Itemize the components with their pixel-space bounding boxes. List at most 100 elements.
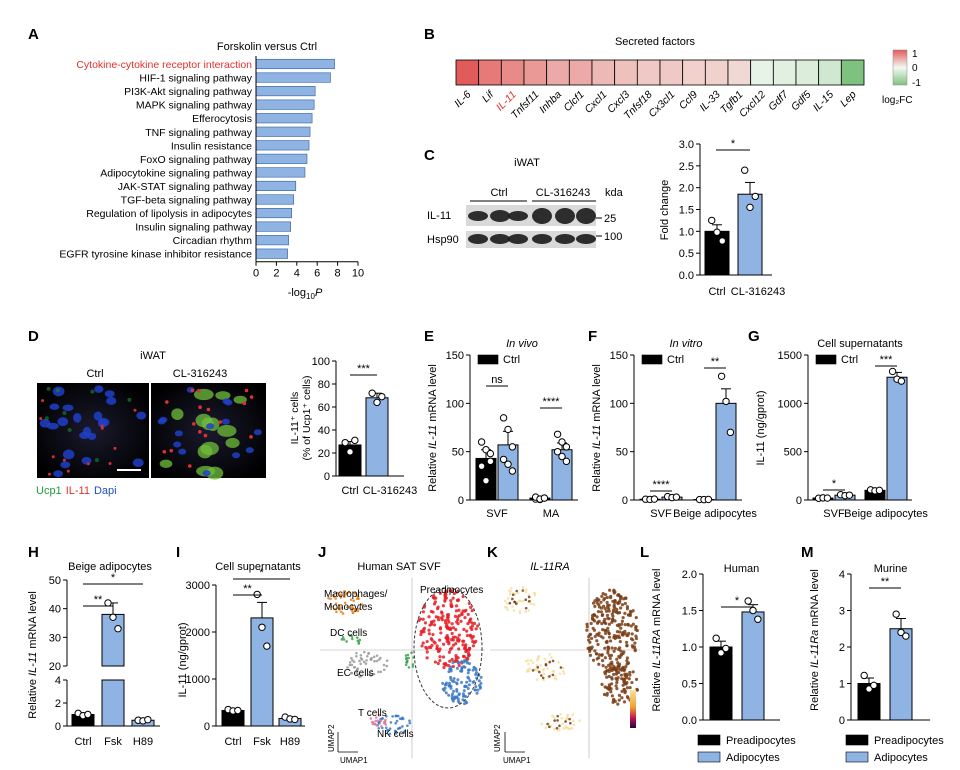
umap-dot-preadipocyte (453, 614, 458, 618)
y-axis-label: Relative IL-11 mRNA level (591, 364, 603, 492)
umap-dot-preadipocyte (429, 620, 434, 624)
expr-dot-high (625, 686, 629, 690)
legend-label-0: Ctrl (503, 354, 520, 366)
umap-dot-macrophage (356, 597, 360, 600)
bar-ctrl-1-point (540, 494, 549, 502)
umap-dot-preadipocyte (461, 643, 465, 647)
expr-dot-low (505, 601, 509, 605)
expr-dot-low (506, 608, 509, 611)
dapi-nucleus (173, 441, 182, 448)
umap-dot-macrophage (356, 595, 360, 598)
expr-dot-low (557, 661, 560, 664)
bar-2-point (144, 715, 152, 724)
umap-dot-preadipocyte (462, 655, 466, 659)
heat-cell-2 (500, 59, 525, 86)
expr-dot-high (630, 632, 634, 636)
panel-j-axis-y: UMAP2 (327, 724, 336, 752)
umap-dot-adipocyte (443, 686, 447, 690)
umap-label-ec: EC cells (337, 668, 374, 679)
umap-dot-preadipocyte (470, 609, 474, 613)
x-tick-label: 8 (335, 268, 341, 280)
umap-dot-adipocyte (468, 679, 472, 683)
bar-ctrl-0-point (477, 438, 486, 446)
expr-dot-high (515, 589, 519, 593)
expr-dot-high (600, 621, 604, 626)
bar-14 (255, 248, 288, 259)
expr-dot-high (607, 683, 611, 687)
il11-signal (113, 446, 117, 450)
expr-dot-high (603, 596, 607, 601)
ucp1-signal (46, 386, 51, 391)
expr-dot-high (626, 622, 630, 626)
bar-5 (255, 126, 311, 137)
expr-dot-high (619, 606, 623, 610)
umap-dot-nk (388, 727, 392, 730)
umap-dot-preadipocyte (430, 638, 434, 642)
y-axis-label-italic: IL-11 (591, 425, 603, 449)
expr-dot-low (546, 667, 549, 670)
il11-signal (242, 401, 247, 406)
y-axis-label-pre: Relative (809, 668, 821, 711)
umap-dot-preadipocyte (434, 615, 438, 619)
umap-dot-nk (378, 721, 381, 725)
dapi-nucleus (202, 470, 211, 477)
legend-label-0: Preadipocytes (874, 735, 944, 747)
y-tick-label: 0.5 (682, 679, 697, 691)
sig-marker: *** (880, 354, 894, 366)
expr-dot-high (595, 615, 599, 619)
umap-dot-preadipocyte (444, 663, 448, 667)
y-tick-label: 20 (49, 661, 61, 673)
gene-label: IL-33 (697, 89, 723, 115)
dapi-nucleus (79, 431, 90, 439)
y-axis-label-post: mRNA level (809, 569, 821, 630)
umap-dot-preadipocyte (470, 627, 474, 631)
panel-m-bar-chart: 0 1 2 3 4 Murine Relative IL-11Ra mRNA level **… (809, 563, 944, 764)
expr-dot-high (606, 651, 610, 655)
umap-dot-preadipocyte (451, 596, 455, 600)
heat-cell-1 (478, 59, 502, 86)
expr-dot-high (625, 656, 629, 660)
sig-marker: ns (491, 374, 503, 386)
umap-dot-adipocyte (460, 660, 464, 664)
y-tick-label: 0.0 (679, 270, 694, 282)
expr-dot-high (619, 649, 623, 653)
x-tick-label: 6 (314, 268, 320, 280)
umap-dot-nk (385, 714, 388, 718)
expr-dot-high (538, 670, 541, 674)
umap-dot-preadipocyte (456, 598, 460, 603)
expr-dot-high (588, 653, 593, 657)
umap-dot-adipocyte (441, 681, 445, 685)
umap-dot-macrophage (352, 599, 355, 602)
umap-dot-preadipocyte (459, 619, 463, 623)
dapi-nucleus (60, 461, 71, 469)
ucp1-signal (90, 389, 95, 394)
umap-dot-ec (368, 673, 371, 676)
y-axis-label-post: mRNA level (427, 364, 439, 425)
il11-signal (190, 388, 195, 393)
expr-dot-high (600, 653, 604, 657)
expr-dot-high (628, 673, 632, 677)
expr-dot-high (599, 600, 603, 604)
panel-a: Forskolin versus Ctrl Cytokine-cytokine … (59, 41, 364, 301)
expr-dot-high (548, 675, 551, 678)
expr-dot-high (601, 628, 605, 632)
ucp1-signal (94, 458, 99, 463)
y-tick-label: 0.0 (682, 715, 697, 727)
umap-dot-preadipocyte (438, 658, 442, 663)
expr-dot-low (519, 599, 522, 603)
umap-dot-nk (384, 726, 388, 730)
umap-dot-adipocyte (444, 691, 448, 695)
legend-label-0: Preadipocytes (726, 735, 796, 747)
bar-1-point (744, 597, 752, 605)
blot-band-il11 (576, 208, 596, 224)
panel-b: Secreted factors IL-6 LifIL-11Tnfsf11Inhb… (452, 36, 921, 122)
expr-dot-high (555, 726, 559, 730)
umap-dot-preadipocyte (438, 638, 442, 642)
umap-dot-ec (352, 660, 356, 664)
blot-band-il11 (532, 208, 552, 224)
dapi-nucleus (93, 411, 103, 421)
expr-dot-high (597, 653, 602, 657)
expr-dot-high (615, 678, 619, 682)
umap-dot-nk (389, 721, 393, 724)
umap-dot-green (405, 657, 408, 661)
